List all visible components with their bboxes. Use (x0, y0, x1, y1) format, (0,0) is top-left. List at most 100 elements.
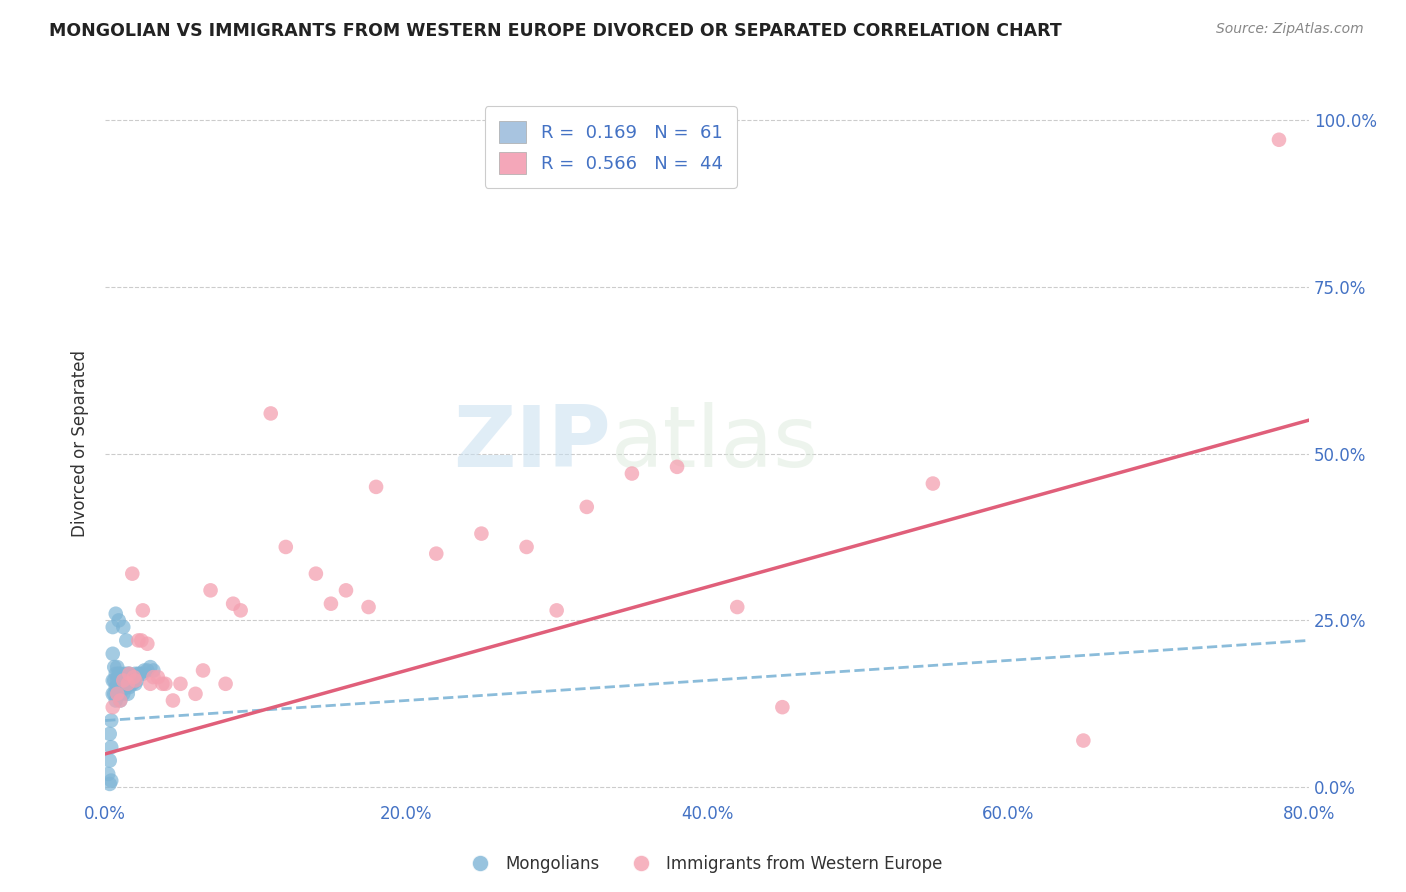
Point (125, 673, 148, 688)
Point (120, 673, 142, 688)
Point (105, 660, 128, 674)
Point (103, 673, 125, 688)
Point (105, 687, 128, 701)
Point (128, 666, 150, 681)
Point (104, 666, 127, 681)
Point (105, 680, 128, 694)
Point (101, 647, 124, 661)
Point (98, 754, 121, 768)
Point (98, 777, 121, 791)
Point (124, 673, 146, 688)
Point (132, 666, 155, 681)
Point (100, 740, 122, 755)
Point (115, 633, 138, 648)
Point (122, 673, 145, 688)
Point (115, 673, 138, 688)
Point (105, 673, 128, 688)
Point (110, 673, 132, 688)
Point (100, 773, 122, 788)
Text: MONGOLIAN VS IMMIGRANTS FROM WESTERN EUROPE DIVORCED OR SEPARATED CORRELATION CH: MONGOLIAN VS IMMIGRANTS FROM WESTERN EUR… (49, 22, 1062, 40)
Point (124, 677, 146, 691)
Point (112, 673, 135, 688)
Point (162, 693, 184, 707)
Point (112, 677, 135, 691)
Point (139, 660, 162, 674)
Point (104, 693, 127, 707)
Point (112, 687, 135, 701)
Point (112, 673, 135, 688)
Point (620, 467, 643, 481)
Point (117, 677, 139, 691)
Point (107, 666, 129, 681)
Point (107, 680, 129, 694)
Legend: R =  0.169   N =  61, R =  0.566   N =  44: R = 0.169 N = 61, R = 0.566 N = 44 (485, 106, 737, 188)
Point (136, 637, 159, 651)
Point (364, 480, 387, 494)
Point (110, 666, 132, 681)
Point (142, 670, 165, 684)
Point (319, 597, 342, 611)
Point (142, 664, 165, 678)
Point (110, 680, 132, 694)
Point (107, 687, 129, 701)
Point (131, 633, 153, 648)
Point (770, 700, 793, 714)
Point (111, 673, 134, 688)
Point (470, 526, 492, 541)
Point (357, 600, 380, 615)
Point (101, 673, 124, 688)
Point (118, 666, 141, 681)
Point (117, 677, 139, 691)
Point (118, 680, 141, 694)
Point (575, 500, 598, 514)
Point (132, 603, 155, 617)
Legend: Mongolians, Immigrants from Western Europe: Mongolians, Immigrants from Western Euro… (457, 848, 949, 880)
Point (152, 677, 174, 691)
Point (117, 687, 139, 701)
Point (112, 620, 135, 634)
Point (110, 693, 132, 707)
Point (169, 677, 191, 691)
Point (121, 566, 143, 581)
Point (103, 687, 125, 701)
Point (200, 583, 222, 598)
Point (107, 613, 129, 627)
Point (134, 664, 156, 678)
Point (111, 680, 134, 694)
Point (100, 714, 122, 728)
Point (127, 666, 149, 681)
Point (127, 633, 149, 648)
Text: Source: ZipAtlas.com: Source: ZipAtlas.com (1216, 22, 1364, 37)
Point (136, 664, 159, 678)
Point (146, 670, 169, 684)
Point (114, 680, 136, 694)
Point (98, 727, 121, 741)
Point (335, 583, 357, 598)
Point (122, 670, 145, 684)
Point (118, 666, 141, 681)
Point (1073, 733, 1095, 747)
Point (425, 547, 447, 561)
Point (921, 476, 943, 491)
Point (114, 677, 136, 691)
Point (101, 687, 124, 701)
Point (124, 666, 146, 681)
Point (114, 666, 136, 681)
Y-axis label: Divorced or Separated: Divorced or Separated (72, 350, 89, 537)
Point (155, 677, 177, 691)
Point (121, 677, 143, 691)
Point (725, 600, 748, 615)
Point (546, 603, 568, 617)
Point (222, 597, 245, 611)
Point (104, 607, 127, 621)
Point (103, 660, 125, 674)
Point (110, 687, 132, 701)
Text: ZIP: ZIP (453, 402, 610, 485)
Point (274, 540, 297, 554)
Point (516, 540, 538, 554)
Point (305, 566, 328, 581)
Point (101, 620, 124, 634)
Text: atlas: atlas (610, 402, 818, 485)
Point (117, 666, 139, 681)
Point (214, 677, 236, 691)
